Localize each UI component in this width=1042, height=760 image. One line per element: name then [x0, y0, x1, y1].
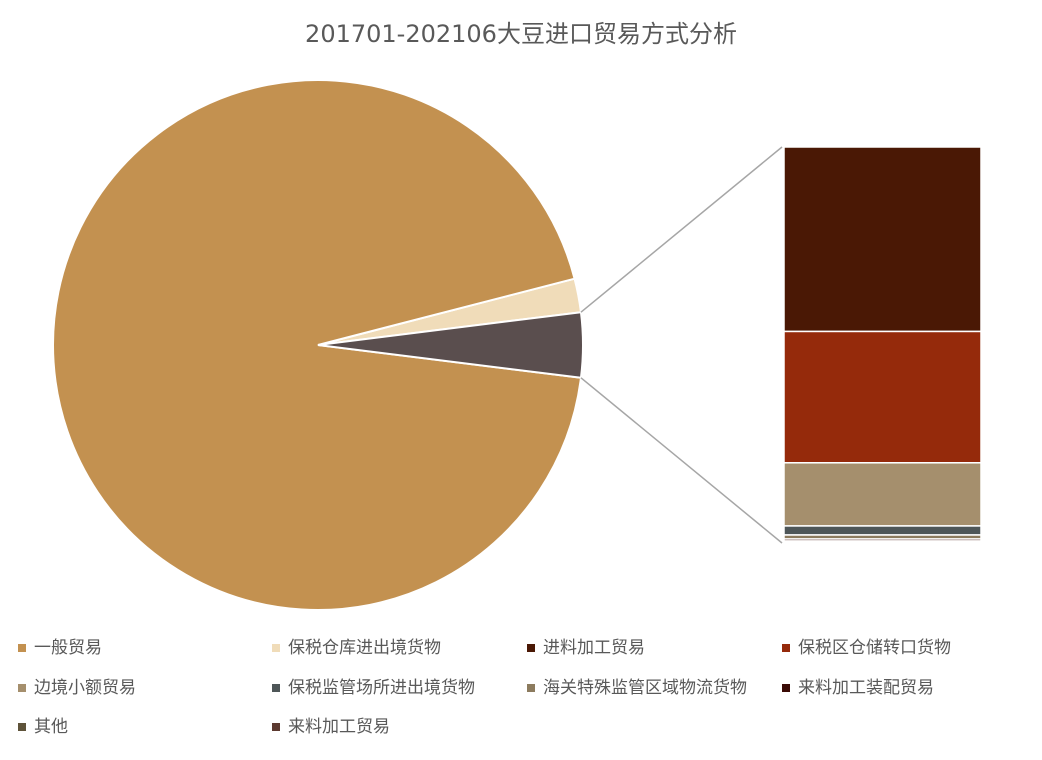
legend-swatch [527, 644, 535, 652]
legend-swatch [527, 684, 535, 692]
connector [580, 377, 783, 544]
legend-swatch [18, 684, 26, 692]
legend-label: 保税区仓储转口货物 [798, 638, 951, 658]
legend-label: 边境小额贸易 [34, 678, 136, 698]
legend-label: 保税监管场所进出境货物 [288, 678, 475, 698]
legend-label: 保税仓库进出境货物 [288, 638, 441, 658]
legend-swatch [18, 644, 26, 652]
legend-swatch [782, 684, 790, 692]
legend-swatch [272, 684, 280, 692]
legend-label: 一般贸易 [34, 638, 102, 658]
legend-swatch [18, 723, 26, 731]
bar-segment [783, 525, 982, 536]
connector [580, 146, 783, 313]
pie-slice-composite [317, 311, 584, 379]
legend-swatch [782, 644, 790, 652]
legend-swatch [272, 644, 280, 652]
bar-segment [783, 330, 982, 464]
bar-segment [783, 462, 982, 527]
bar-segment [783, 146, 982, 333]
legend-label: 进料加工贸易 [543, 638, 645, 658]
legend-label: 海关特殊监管区域物流货物 [543, 678, 747, 698]
chart-title: 201701-202106大豆进口贸易方式分析 [305, 20, 737, 48]
legend-swatch [272, 723, 280, 731]
legend-label: 其他 [34, 717, 68, 737]
pie-slice [52, 79, 583, 611]
bar-segment [783, 541, 982, 544]
legend-label: 来料加工装配贸易 [798, 678, 934, 698]
legend-label: 来料加工贸易 [288, 717, 390, 737]
